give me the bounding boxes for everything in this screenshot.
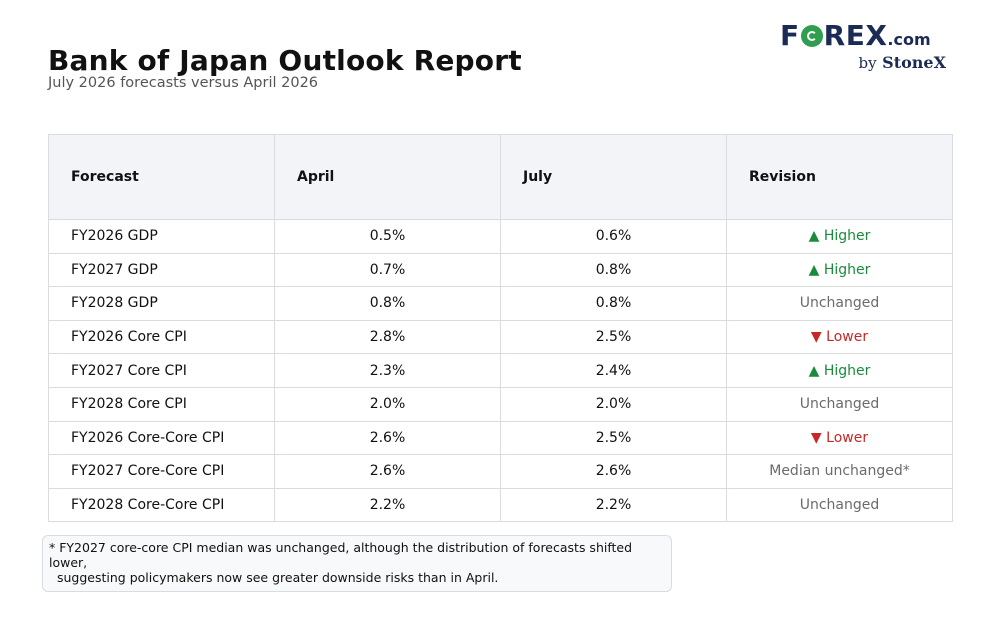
- cell-revision: Median unchanged*: [726, 454, 953, 489]
- logo-by: by: [858, 54, 877, 72]
- page-title: Bank of Japan Outlook Report: [48, 44, 522, 77]
- cell-april: 2.3%: [274, 353, 501, 388]
- column-header-july: July: [500, 134, 727, 220]
- column-header-forecast: Forecast: [48, 134, 275, 220]
- cell-revision: ▲ Higher: [726, 252, 953, 288]
- cell-july: 2.0%: [500, 386, 727, 422]
- cell-revision: Unchanged: [726, 386, 953, 422]
- cell-revision: ▲ Higher: [726, 353, 953, 388]
- cell-revision: ▲ Higher: [726, 219, 953, 254]
- forex-logo: F REX.com by StoneX: [780, 22, 950, 74]
- cell-revision: ▼ Lower: [726, 319, 953, 355]
- forecast-table: Forecast April July Revision FY2026 GDP 0…: [48, 134, 953, 523]
- cell-july: 0.6%: [500, 219, 727, 254]
- cell-april: 0.8%: [274, 286, 501, 321]
- cell-forecast: FY2027 GDP: [48, 252, 275, 288]
- logo-letter-f: F: [780, 19, 800, 52]
- logo-brand: StoneX: [882, 53, 946, 72]
- table-row: FY2027 Core-Core CPI 2.6% 2.6% Median uncha…: [48, 454, 953, 489]
- table-body: FY2026 GDP 0.5% 0.6% ▲ Higher FY2027 GDP 0.7%…: [48, 219, 953, 523]
- footnote-line-1: * FY2027 core-core CPI median was unchan…: [49, 540, 633, 570]
- table-row: FY2026 GDP 0.5% 0.6% ▲ Higher: [48, 219, 953, 254]
- table-row: FY2028 Core CPI 2.0% 2.0% Unchanged: [48, 386, 953, 422]
- table-header-row: Forecast April July Revision: [48, 134, 953, 220]
- cell-july: 0.8%: [500, 252, 727, 288]
- logo-byline: by StoneX: [859, 53, 947, 72]
- cell-july: 2.2%: [500, 487, 727, 523]
- logo-wordmark: F REX.com: [780, 22, 931, 50]
- cell-forecast: FY2028 Core-Core CPI: [48, 487, 275, 523]
- cell-july: 2.5%: [500, 319, 727, 355]
- cell-forecast: FY2026 Core-Core CPI: [48, 420, 275, 456]
- cell-forecast: FY2028 GDP: [48, 286, 275, 321]
- cell-forecast: FY2027 Core CPI: [48, 353, 275, 388]
- cell-july: 0.8%: [500, 286, 727, 321]
- table-row: FY2027 GDP 0.7% 0.8% ▲ Higher: [48, 252, 953, 288]
- table-row: FY2028 Core-Core CPI 2.2% 2.2% Unchanged: [48, 487, 953, 523]
- cell-july: 2.4%: [500, 353, 727, 388]
- cell-revision: ▼ Lower: [726, 420, 953, 456]
- cell-april: 2.8%: [274, 319, 501, 355]
- cell-forecast: FY2026 GDP: [48, 219, 275, 254]
- cell-forecast: FY2026 Core CPI: [48, 319, 275, 355]
- coin-icon: [800, 25, 823, 47]
- cell-revision: Unchanged: [726, 487, 953, 523]
- cell-april: 0.5%: [274, 219, 501, 254]
- table-row: FY2028 GDP 0.8% 0.8% Unchanged: [48, 286, 953, 321]
- cell-april: 2.6%: [274, 454, 501, 489]
- table-row: FY2026 Core CPI 2.8% 2.5% ▼ Lower: [48, 319, 953, 355]
- cell-forecast: FY2028 Core CPI: [48, 386, 275, 422]
- logo-letters-rex: REX: [823, 19, 888, 52]
- cell-april: 2.6%: [274, 420, 501, 456]
- cell-forecast: FY2027 Core-Core CPI: [48, 454, 275, 489]
- cell-july: 2.6%: [500, 454, 727, 489]
- page-subtitle: July 2026 forecasts versus April 2026: [48, 75, 319, 91]
- cell-revision: Unchanged: [726, 286, 953, 321]
- footnote-line-2: suggesting policymakers now see greater …: [57, 570, 499, 585]
- column-header-april: April: [274, 134, 501, 220]
- cell-april: 2.0%: [274, 386, 501, 422]
- column-header-revision: Revision: [726, 134, 953, 220]
- cell-april: 2.2%: [274, 487, 501, 523]
- table-row: FY2027 Core CPI 2.3% 2.4% ▲ Higher: [48, 353, 953, 388]
- table-row: FY2026 Core-Core CPI 2.6% 2.5% ▼ Lower: [48, 420, 953, 456]
- footnote: * FY2027 core-core CPI median was unchan…: [42, 535, 672, 592]
- cell-july: 2.5%: [500, 420, 727, 456]
- logo-suffix: .com: [887, 30, 931, 49]
- cell-april: 0.7%: [274, 252, 501, 288]
